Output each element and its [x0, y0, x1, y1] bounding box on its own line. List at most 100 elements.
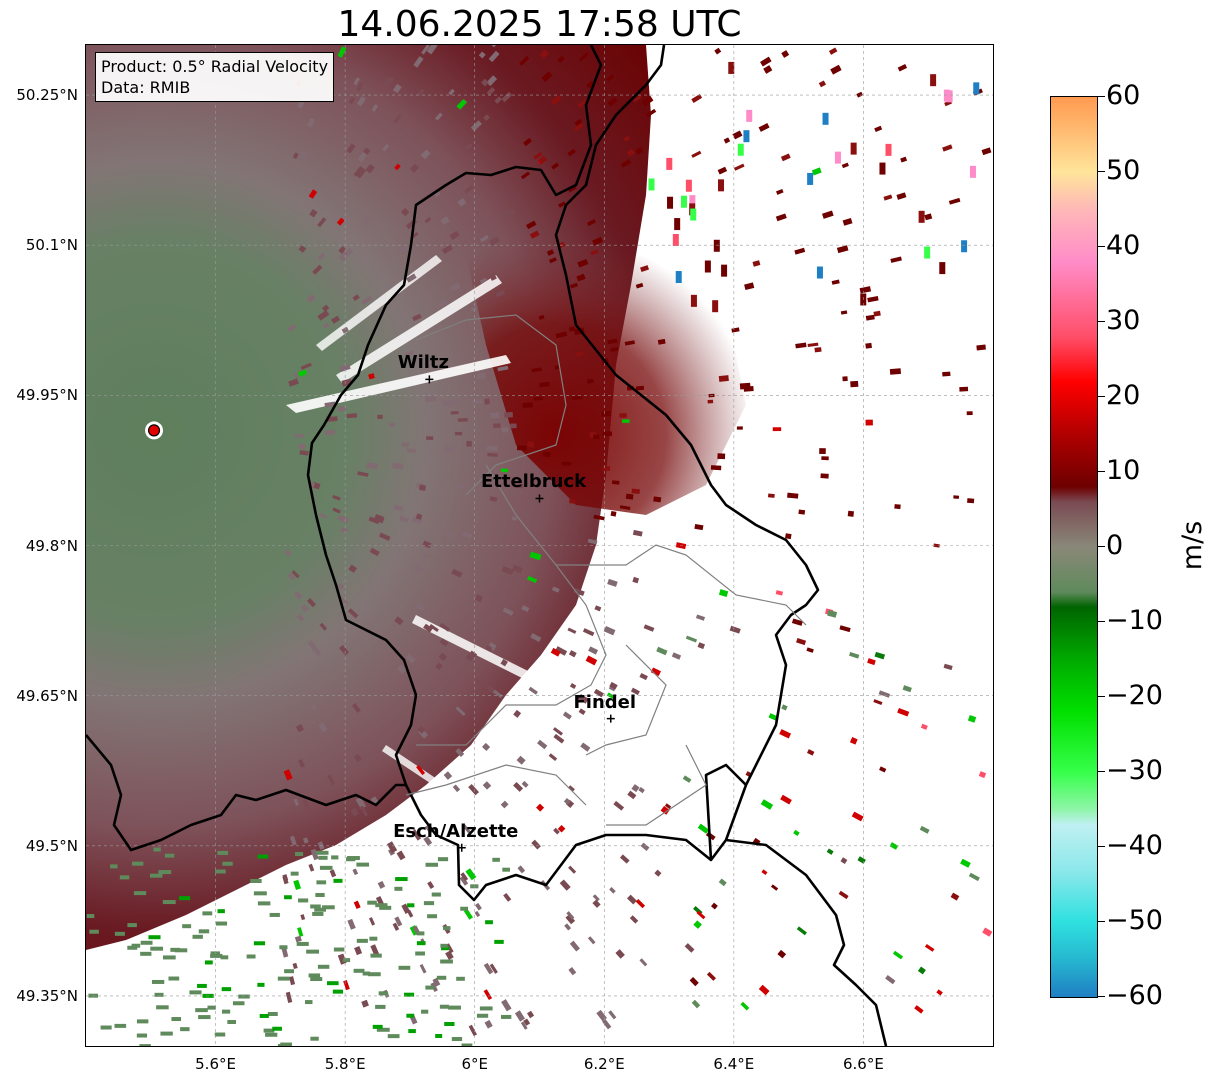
radar-gate	[567, 185, 577, 193]
radar-gate	[434, 112, 443, 121]
radar-gate	[594, 605, 602, 612]
radar-gate	[297, 100, 305, 109]
radar-gate	[291, 570, 300, 579]
radar-gate	[495, 289, 506, 298]
radar-gate	[412, 313, 422, 322]
radar-gate	[857, 856, 866, 864]
radar-gate	[635, 282, 644, 289]
radar-gate	[346, 143, 356, 154]
radar-gate	[513, 709, 522, 718]
radar-gate	[207, 1005, 216, 1010]
radar-gate	[379, 905, 392, 910]
radar-gate	[470, 306, 478, 312]
country-borders	[86, 45, 888, 1046]
radar-gate	[897, 708, 910, 717]
radar-gate	[397, 664, 407, 674]
radar-gate	[298, 151, 308, 161]
radar-gate	[490, 412, 500, 419]
radar-gate	[482, 781, 492, 790]
radar-gate	[635, 385, 645, 391]
radar-map[interactable]	[86, 45, 993, 1046]
radar-gate	[718, 179, 725, 192]
radar-gate	[689, 195, 696, 208]
radar-gate	[563, 797, 571, 805]
radar-gate	[707, 399, 714, 404]
radar-gate	[849, 651, 860, 659]
radar-gate	[635, 898, 646, 909]
radar-gate	[293, 798, 299, 806]
radar-gate	[387, 1034, 400, 1039]
radar-gate	[602, 1019, 612, 1030]
colorbar-tick	[1097, 621, 1105, 622]
radar-gate	[950, 892, 960, 901]
radar-gate	[350, 807, 359, 817]
radar-gate	[463, 908, 474, 920]
radar-gate	[310, 703, 318, 711]
radar-gate	[411, 829, 422, 841]
radar-gate	[542, 451, 551, 457]
colorbar-tick-label: −20	[1106, 680, 1163, 711]
echo-gap	[382, 745, 476, 811]
radar-gate	[690, 294, 697, 307]
radar-gate	[429, 623, 439, 632]
radar-gate	[154, 992, 164, 997]
radar-gate	[425, 862, 439, 867]
radar-gate	[885, 975, 896, 985]
radar-gate	[728, 61, 735, 74]
radar-gate	[492, 857, 500, 862]
radar-gate	[760, 56, 772, 67]
radar-gate	[500, 468, 509, 473]
radar-gate	[371, 104, 379, 112]
radar-gate	[500, 658, 508, 667]
radar-gate	[608, 685, 616, 692]
radar-gate	[883, 194, 893, 201]
radar-gate	[718, 878, 727, 887]
radar-gate	[442, 399, 454, 407]
radar-gate	[267, 1011, 278, 1016]
radar-gate	[394, 616, 404, 626]
radar-gate	[586, 378, 594, 384]
radar-gate	[423, 623, 433, 633]
radar-gate	[457, 197, 467, 207]
radar-gate	[697, 642, 706, 650]
radar-gate	[337, 582, 345, 590]
radar-gate	[285, 991, 293, 1003]
radar-gate	[153, 847, 161, 852]
radar-gate	[306, 949, 320, 954]
radar-gate	[333, 947, 345, 952]
radar-gate	[424, 395, 437, 403]
radar-gate	[606, 692, 617, 701]
radar-gate	[776, 189, 784, 195]
radar-gate	[375, 1004, 386, 1009]
radar-gate	[365, 163, 375, 174]
radar-gate	[643, 624, 655, 632]
radar-gate	[654, 869, 662, 877]
radar-gate	[220, 955, 229, 960]
radar-gate	[576, 273, 586, 282]
radar-gate	[609, 887, 616, 894]
radar-gate	[896, 192, 907, 200]
radar-gate	[487, 642, 497, 651]
radar-gate	[775, 590, 784, 596]
luxembourg-border	[306, 45, 820, 902]
radar-gate	[733, 163, 745, 171]
radar-gate	[746, 109, 753, 122]
radar-gate	[353, 900, 361, 910]
radar-gate	[347, 856, 360, 861]
radar-gate	[501, 1014, 512, 1019]
radar-gate	[322, 905, 335, 910]
radar-gate	[531, 839, 541, 850]
radar-gate	[631, 488, 640, 495]
radar-gate	[419, 964, 427, 974]
radar-gate	[575, 351, 584, 357]
radar-gate	[341, 326, 349, 334]
radar-gate	[796, 638, 807, 646]
radar-gate	[446, 531, 454, 539]
radar-gate	[378, 532, 391, 541]
radar-gate	[512, 482, 524, 489]
radar-gate	[942, 371, 951, 377]
radar-gate	[501, 91, 513, 103]
radar-gate	[691, 93, 703, 104]
radar-gate	[210, 953, 223, 958]
radar-gate	[580, 742, 591, 752]
